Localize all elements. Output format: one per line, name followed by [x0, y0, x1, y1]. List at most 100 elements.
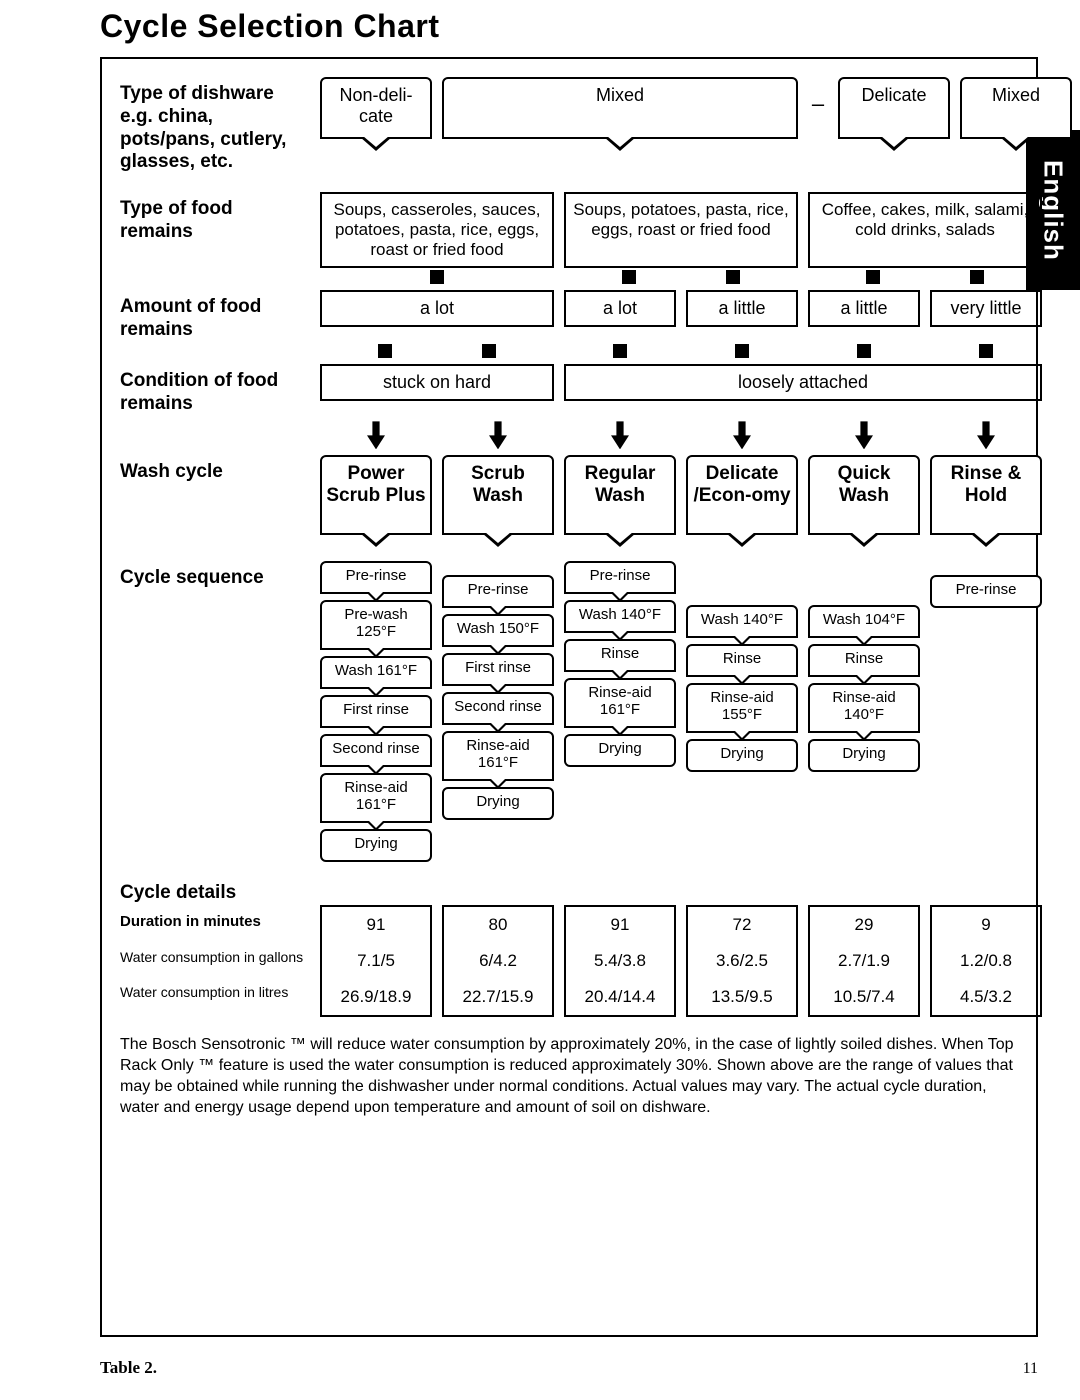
- amount-5: very little: [930, 290, 1042, 327]
- connector-square: [857, 344, 871, 358]
- sequence-step: Pre-rinse: [320, 561, 432, 594]
- row-details: Duration in minutes Water consumption in…: [120, 905, 1018, 1017]
- condition-cells: stuck on hard loosely attached: [320, 364, 1042, 401]
- details-value-gallons: 3.6/2.5: [688, 943, 796, 979]
- dishware-mixed-wide: Mixed: [442, 77, 798, 139]
- connector-square: [726, 270, 740, 284]
- details-col-3: 915.4/3.820.4/14.4: [564, 905, 676, 1017]
- connector-square: [378, 344, 392, 358]
- details-value-gallons: 2.7/1.9: [810, 943, 918, 979]
- sequence-step: Rinse: [808, 644, 920, 677]
- page-number: 11: [1023, 1360, 1038, 1378]
- down-arrow-icon: [855, 421, 873, 449]
- details-value-litres: 20.4/14.4: [566, 979, 674, 1015]
- sequence-step: Drying: [564, 734, 676, 767]
- sequence-step: Rinse: [686, 644, 798, 677]
- amount-2: a lot: [564, 290, 676, 327]
- row-sequence: Cycle sequence Pre-rinse Pre-wash 125°F Wa…: [120, 561, 1018, 862]
- food-group-2: Soups, potatoes, pasta, rice, eggs, roas…: [564, 192, 798, 268]
- connector-square: [482, 344, 496, 358]
- details-value-litres: 13.5/9.5: [688, 979, 796, 1015]
- sequence-step: Pre-wash 125°F: [320, 600, 432, 650]
- cycle-6: Rinse & Hold: [930, 455, 1042, 535]
- row-details-header: Cycle details: [120, 876, 1018, 905]
- sequence-step: Drying: [442, 787, 554, 820]
- table-caption: Table 2.: [100, 1358, 157, 1378]
- label-condition: Condition of food remains: [120, 364, 310, 416]
- details-col-5: 292.7/1.910.5/7.4: [808, 905, 920, 1017]
- label-water-l: Water consumption in litres: [120, 984, 310, 1001]
- connector-amount-condition: [120, 342, 1018, 364]
- arrow-row: [120, 415, 1018, 455]
- details-value-gallons: 7.1/5: [322, 943, 430, 979]
- connector-square: [979, 344, 993, 358]
- details-value-duration: 9: [932, 907, 1040, 943]
- page-title: Cycle Selection Chart: [0, 0, 1080, 53]
- sequence-step: Wash 150°F: [442, 614, 554, 647]
- details-value-litres: 10.5/7.4: [810, 979, 918, 1015]
- details-cells: 917.1/526.9/18.9 806/4.222.7/15.9 915.4/…: [320, 905, 1042, 1017]
- row-condition: Condition of food remains stuck on hard …: [120, 364, 1018, 416]
- food-group-3: Coffee, cakes, milk, salami, cold drinks…: [808, 192, 1042, 268]
- details-value-litres: 22.7/15.9: [444, 979, 552, 1015]
- sequence-step: Pre-rinse: [442, 575, 554, 608]
- details-value-gallons: 6/4.2: [444, 943, 552, 979]
- down-arrow-icon: [489, 421, 507, 449]
- row-amount: Amount of food remains a lot a lot a lit…: [120, 290, 1018, 342]
- down-arrow-icon: [611, 421, 629, 449]
- sequence-col-1: Pre-rinse Pre-wash 125°F Wash 161°F First r…: [320, 561, 432, 862]
- row-wash-cycle: Wash cycle Power Scrub Plus Scrub Wash R…: [120, 455, 1018, 535]
- amount-1: a lot: [320, 290, 554, 327]
- details-col-4: 723.6/2.513.5/9.5: [686, 905, 798, 1017]
- sequence-step: Wash 104°F: [808, 605, 920, 638]
- food-cells: Soups, casseroles, sauces, potatoes, pas…: [320, 192, 1042, 268]
- sequence-step: Second rinse: [320, 734, 432, 767]
- cycle-2: Scrub Wash: [442, 455, 554, 535]
- amount-3: a little: [686, 290, 798, 327]
- details-value-duration: 91: [322, 907, 430, 943]
- condition-1: stuck on hard: [320, 364, 554, 401]
- connector-square: [613, 344, 627, 358]
- label-sequence: Cycle sequence: [120, 561, 310, 590]
- dishware-mixed: Mixed: [960, 77, 1072, 139]
- label-duration: Duration in minutes: [120, 913, 310, 931]
- sequence-step: Drying: [320, 829, 432, 862]
- footnote: The Bosch Sensotronic ™ will reduce wate…: [120, 1035, 1018, 1118]
- connector-square: [970, 270, 984, 284]
- row-dishware: Type of dishware e.g. china, pots/pans, …: [120, 77, 1018, 174]
- sequence-col-5: Wash 104°FRinseRinse-aid 140°FDrying: [808, 561, 920, 772]
- cycle-5: Quick Wash: [808, 455, 920, 535]
- sequence-step: Rinse: [564, 639, 676, 672]
- sequence-step: Wash 161°F: [320, 656, 432, 689]
- connector-square: [622, 270, 636, 284]
- chart-frame: Type of dishware e.g. china, pots/pans, …: [100, 57, 1038, 1337]
- label-dishware-examples: e.g. china, pots/pans, cutlery, glasses,…: [120, 106, 310, 174]
- sequence-step: Drying: [686, 739, 798, 772]
- condition-2: loosely attached: [564, 364, 1042, 401]
- label-water-gal: Water consumption in gallons: [120, 949, 310, 966]
- sequence-col-6: Pre-rinse: [930, 561, 1042, 608]
- amount-cells: a lot a lot a little a little very littl…: [320, 290, 1042, 327]
- details-col-2: 806/4.222.7/15.9: [442, 905, 554, 1017]
- sequence-step: First rinse: [442, 653, 554, 686]
- details-value-litres: 4.5/3.2: [932, 979, 1040, 1015]
- sequence-step: Second rinse: [442, 692, 554, 725]
- amount-4: a little: [808, 290, 920, 327]
- details-value-duration: 91: [566, 907, 674, 943]
- details-value-duration: 29: [810, 907, 918, 943]
- wash-cycle-cells: Power Scrub Plus Scrub Wash Regular Wash…: [320, 455, 1042, 535]
- down-arrow-icon: [733, 421, 751, 449]
- down-arrow-icon: [977, 421, 995, 449]
- details-value-litres: 26.9/18.9: [322, 979, 430, 1015]
- sequence-step: First rinse: [320, 695, 432, 728]
- sequence-step: Pre-rinse: [564, 561, 676, 594]
- details-value-gallons: 1.2/0.8: [932, 943, 1040, 979]
- connector-square: [430, 270, 444, 284]
- sequence-step: Rinse-aid 140°F: [808, 683, 920, 733]
- sequence-columns: Pre-rinse Pre-wash 125°F Wash 161°F First r…: [320, 561, 1042, 862]
- dishware-dash: –: [808, 77, 828, 139]
- cycle-4: Delicate /Econ-omy: [686, 455, 798, 535]
- dishware-nondelicate: Non-deli- cate: [320, 77, 432, 139]
- details-value-duration: 80: [444, 907, 552, 943]
- dishware-delicate: Delicate: [838, 77, 950, 139]
